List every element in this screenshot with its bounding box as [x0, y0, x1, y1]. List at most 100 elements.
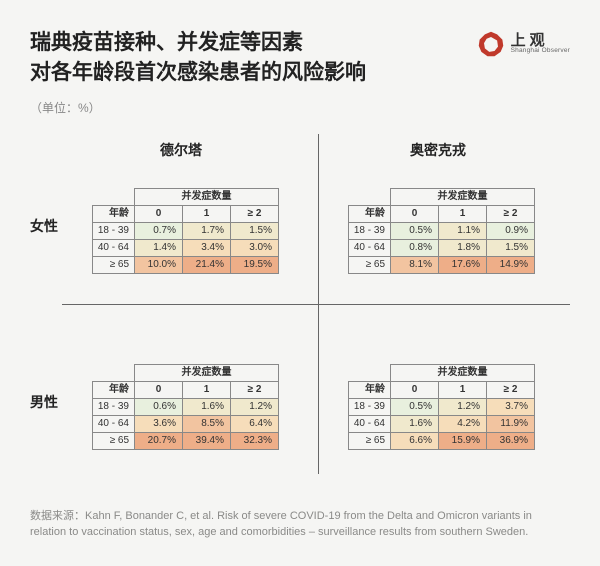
grid-hline	[62, 304, 570, 305]
value-cell: 8.1%	[391, 256, 439, 273]
value-cell: 17.6%	[439, 256, 487, 273]
value-cell: 1.2%	[231, 398, 279, 415]
page-title: 瑞典疫苗接种、并发症等因素 对各年龄段首次感染患者的风险影响	[30, 28, 366, 89]
value-cell: 0.5%	[391, 222, 439, 239]
value-cell: 15.9%	[439, 432, 487, 449]
table-male_omicron: 并发症数量年龄01≥ 218 - 390.5%1.2%3.7%40 - 641.…	[348, 364, 535, 450]
value-cell: 14.9%	[487, 256, 535, 273]
row-header-male: 男性	[30, 392, 58, 412]
age-cell: 18 - 39	[349, 222, 391, 239]
table-row: 40 - 643.6%8.5%6.4%	[93, 415, 279, 432]
table-super-header: 并发症数量	[391, 188, 535, 205]
value-cell: 0.5%	[391, 398, 439, 415]
age-header: 年龄	[349, 205, 391, 222]
source-citation: 数据来源：Kahn F, Bonander C, et al. Risk of …	[30, 509, 570, 540]
value-cell: 8.5%	[183, 415, 231, 432]
col-label: ≥ 2	[231, 381, 279, 398]
value-cell: 32.3%	[231, 432, 279, 449]
value-cell: 21.4%	[183, 256, 231, 273]
col-label: 0	[391, 205, 439, 222]
table-row: 18 - 390.5%1.2%3.7%	[349, 398, 535, 415]
age-cell: 18 - 39	[93, 398, 135, 415]
value-cell: 11.9%	[487, 415, 535, 432]
table-female_delta: 并发症数量年龄01≥ 218 - 390.7%1.7%1.5%40 - 641.…	[92, 188, 279, 274]
value-cell: 1.2%	[439, 398, 487, 415]
age-header: 年龄	[93, 205, 135, 222]
source-text: Kahn F, Bonander C, et al. Risk of sever…	[30, 510, 532, 537]
col-label: ≥ 2	[487, 205, 535, 222]
value-cell: 0.9%	[487, 222, 535, 239]
age-cell: 40 - 64	[349, 239, 391, 256]
col-label: 1	[183, 381, 231, 398]
col-label: 0	[391, 381, 439, 398]
table-row: 18 - 390.7%1.7%1.5%	[93, 222, 279, 239]
col-label: 1	[439, 381, 487, 398]
value-cell: 1.8%	[439, 239, 487, 256]
age-cell: 40 - 64	[93, 239, 135, 256]
table-row: ≥ 658.1%17.6%14.9%	[349, 256, 535, 273]
value-cell: 20.7%	[135, 432, 183, 449]
table-row: ≥ 6520.7%39.4%32.3%	[93, 432, 279, 449]
table-row: ≥ 6510.0%21.4%19.5%	[93, 256, 279, 273]
value-cell: 3.6%	[135, 415, 183, 432]
col-label: ≥ 2	[487, 381, 535, 398]
title-line1: 瑞典疫苗接种、并发症等因素	[30, 31, 303, 54]
col-header-omicron: 奥密克戎	[410, 140, 466, 160]
value-cell: 0.8%	[391, 239, 439, 256]
unit-label: （单位：%）	[30, 99, 570, 116]
age-header: 年龄	[349, 381, 391, 398]
col-label: 1	[183, 205, 231, 222]
col-header-delta: 德尔塔	[160, 140, 202, 160]
col-label: 1	[439, 205, 487, 222]
logo-text-en: Shanghai Observer	[511, 48, 570, 55]
age-cell: ≥ 65	[93, 256, 135, 273]
value-cell: 6.4%	[231, 415, 279, 432]
table-row: 18 - 390.5%1.1%0.9%	[349, 222, 535, 239]
value-cell: 4.2%	[439, 415, 487, 432]
table-super-header: 并发症数量	[391, 364, 535, 381]
value-cell: 36.9%	[487, 432, 535, 449]
age-cell: 40 - 64	[93, 415, 135, 432]
table-male_delta: 并发症数量年龄01≥ 218 - 390.6%1.6%1.2%40 - 643.…	[92, 364, 279, 450]
table-row: 40 - 641.6%4.2%11.9%	[349, 415, 535, 432]
age-cell: 40 - 64	[349, 415, 391, 432]
age-cell: 18 - 39	[93, 222, 135, 239]
age-cell: 18 - 39	[349, 398, 391, 415]
table-row: 18 - 390.6%1.6%1.2%	[93, 398, 279, 415]
value-cell: 6.6%	[391, 432, 439, 449]
table-row: 40 - 641.4%3.4%3.0%	[93, 239, 279, 256]
table-row: 40 - 640.8%1.8%1.5%	[349, 239, 535, 256]
value-cell: 3.7%	[487, 398, 535, 415]
value-cell: 1.5%	[231, 222, 279, 239]
age-header: 年龄	[93, 381, 135, 398]
value-cell: 1.7%	[183, 222, 231, 239]
age-cell: ≥ 65	[349, 256, 391, 273]
logo-text-cn: 上观	[511, 33, 570, 48]
col-label: ≥ 2	[231, 205, 279, 222]
value-cell: 0.6%	[135, 398, 183, 415]
value-cell: 1.5%	[487, 239, 535, 256]
value-cell: 1.6%	[391, 415, 439, 432]
table-super-header: 并发症数量	[135, 364, 279, 381]
value-cell: 39.4%	[183, 432, 231, 449]
brand-logo: 上观 Shanghai Observer	[477, 30, 570, 58]
age-cell: ≥ 65	[349, 432, 391, 449]
logo-icon	[477, 30, 505, 58]
value-cell: 1.6%	[183, 398, 231, 415]
col-label: 0	[135, 381, 183, 398]
value-cell: 1.1%	[439, 222, 487, 239]
age-cell: ≥ 65	[93, 432, 135, 449]
col-label: 0	[135, 205, 183, 222]
title-line2: 对各年龄段首次感染患者的风险影响	[30, 61, 366, 84]
value-cell: 10.0%	[135, 256, 183, 273]
row-header-female: 女性	[30, 216, 58, 236]
value-cell: 1.4%	[135, 239, 183, 256]
table-super-header: 并发症数量	[135, 188, 279, 205]
value-cell: 3.0%	[231, 239, 279, 256]
table-female_omicron: 并发症数量年龄01≥ 218 - 390.5%1.1%0.9%40 - 640.…	[348, 188, 535, 274]
value-cell: 0.7%	[135, 222, 183, 239]
comparison-grid: 德尔塔 奥密克戎 女性 男性 并发症数量年龄01≥ 218 - 390.7%1.…	[30, 134, 570, 474]
value-cell: 3.4%	[183, 239, 231, 256]
source-label: 数据来源：	[30, 510, 85, 522]
value-cell: 19.5%	[231, 256, 279, 273]
